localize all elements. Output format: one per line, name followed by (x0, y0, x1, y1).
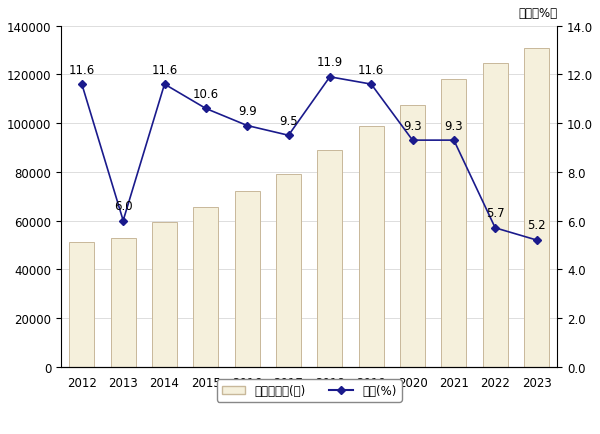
Bar (400, 105, 425, 367)
Bar (152, 222, 177, 367)
Bar (442, 80, 466, 367)
Bar (235, 192, 260, 367)
Text: 11.6: 11.6 (151, 63, 178, 76)
Text: 11.9: 11.9 (317, 56, 343, 69)
Bar (524, 49, 549, 367)
Bar (359, 126, 383, 367)
Text: 5.7: 5.7 (486, 207, 505, 220)
Bar (70, 243, 94, 367)
Text: 9.3: 9.3 (403, 119, 422, 132)
Text: 11.6: 11.6 (69, 63, 95, 76)
Text: 增速（%）: 增速（%） (518, 7, 557, 20)
Text: 10.6: 10.6 (193, 88, 219, 101)
Legend: 年平均工资(元), 增速(%): 年平均工资(元), 增速(%) (217, 379, 401, 402)
Bar (483, 64, 508, 367)
Text: 9.3: 9.3 (445, 119, 463, 132)
Bar (317, 151, 342, 367)
Bar (111, 238, 136, 367)
Bar (276, 175, 301, 367)
Bar (193, 207, 218, 367)
Text: 5.2: 5.2 (527, 219, 546, 232)
Text: 6.0: 6.0 (114, 200, 133, 213)
Text: 9.5: 9.5 (279, 115, 298, 128)
Text: 11.6: 11.6 (358, 63, 385, 76)
Text: 9.9: 9.9 (238, 105, 257, 118)
